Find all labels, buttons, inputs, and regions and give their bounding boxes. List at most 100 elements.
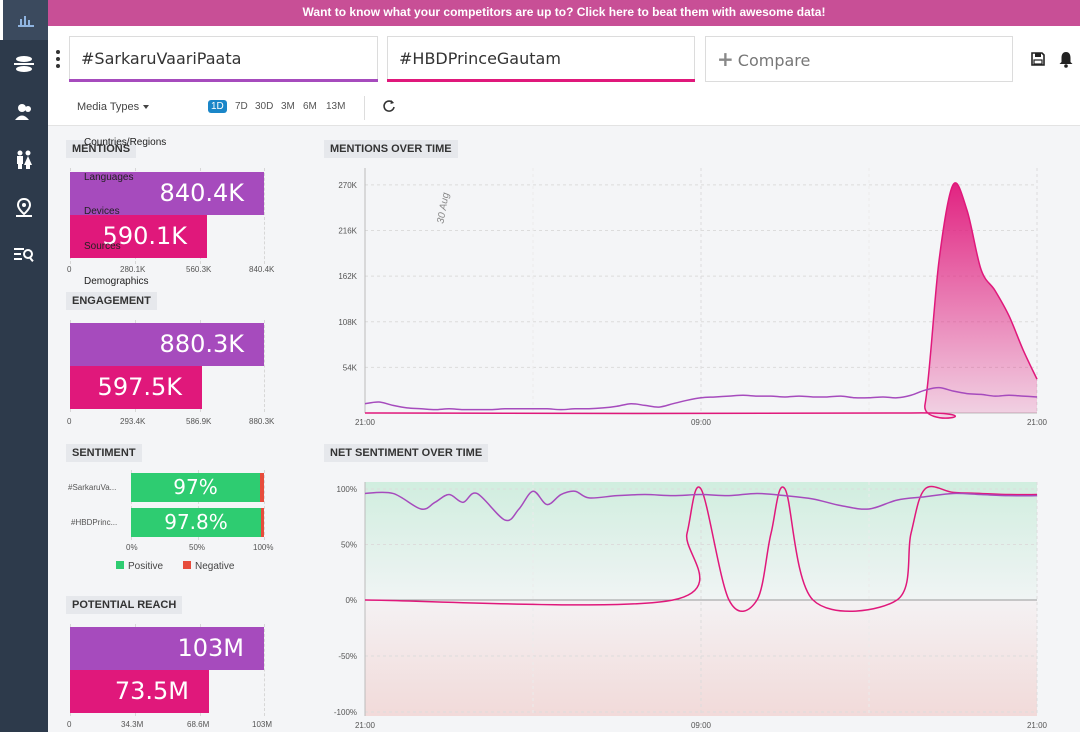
- mentions-time-x-tick: 09:00: [691, 418, 712, 427]
- sidebar: [0, 0, 48, 732]
- reach-axis-tick: 68.6M: [187, 720, 210, 729]
- sentiment-grid-line: [264, 470, 265, 540]
- range-13m-button[interactable]: 13M: [326, 101, 346, 112]
- media-types-dropdown[interactable]: Media Types: [77, 101, 150, 113]
- range-1d-button[interactable]: 1D: [208, 100, 227, 113]
- mentions-axis-tick: 0: [67, 265, 72, 274]
- sentiment-negative-bar-topic-1: [260, 473, 264, 502]
- filter-countries[interactable]: Countries/Regions: [84, 137, 167, 148]
- mentions-over-time-title: MENTIONS OVER TIME: [324, 140, 458, 158]
- sentiment-axis-tick: 0%: [126, 543, 138, 552]
- filter-sources[interactable]: Sources: [84, 241, 121, 252]
- demographics-icon[interactable]: [8, 144, 40, 176]
- sentiment-time-y-tick: 100%: [337, 485, 357, 494]
- range-30d-button[interactable]: 30D: [255, 101, 274, 112]
- engagement-axis-tick: 293.4K: [120, 417, 146, 426]
- mentions-time-y-tick: 270K: [338, 181, 357, 190]
- topic-1-input[interactable]: #SarkaruVaariPaata: [69, 36, 378, 82]
- sentiment-time-y-tick: -100%: [334, 708, 357, 717]
- filter-demographics[interactable]: Demographics: [84, 276, 149, 287]
- chevron-down-icon: [143, 105, 150, 110]
- mentions-title: MENTIONS: [66, 140, 137, 158]
- engagement-axis-tick: 880.3K: [249, 417, 275, 426]
- layers-icon[interactable]: [8, 48, 40, 80]
- sentiment-time-y-tick: 50%: [341, 541, 357, 550]
- mentions-line-topic-1: [364, 386, 1038, 411]
- sentiment-title: SENTIMENT: [66, 444, 142, 462]
- range-3m-button[interactable]: 3M: [281, 101, 295, 112]
- bell-icon[interactable]: [1058, 51, 1074, 73]
- sentiment-time-x-tick: 21:00: [355, 721, 376, 730]
- engagement-title: ENGAGEMENT: [66, 292, 157, 310]
- mentions-area-topic-2: [365, 182, 1037, 419]
- range-7d-button[interactable]: 7D: [235, 101, 248, 112]
- mentions-axis-tick: 840.4K: [249, 265, 275, 274]
- mentions-time-y-tick: 108K: [338, 318, 357, 327]
- toolbar-divider: [364, 96, 365, 120]
- negative-zone: [365, 600, 1037, 716]
- topic-2-label: #HBDPrinceGautam: [399, 49, 561, 68]
- mentions-bar-topic-2: 590.1K: [70, 215, 207, 258]
- mentions-axis-tick: 560.3K: [186, 265, 212, 274]
- mentions-axis-tick: 280.1K: [120, 265, 146, 274]
- filter-languages[interactable]: Languages: [84, 172, 134, 183]
- sentiment-time-y-tick: -50%: [338, 652, 357, 661]
- sentiment-time-y-tick: 0%: [345, 596, 357, 605]
- audience-icon[interactable]: [8, 96, 40, 128]
- topic-2-input[interactable]: #HBDPrinceGautam: [387, 36, 695, 82]
- sentiment-grid-line: [198, 470, 199, 540]
- sentiment-grid-line: [131, 470, 132, 540]
- reach-axis-tick: 0: [67, 720, 72, 729]
- reach-axis-tick: 103M: [252, 720, 273, 729]
- plus-icon: +: [717, 47, 734, 71]
- sentiment-axis-tick: 100%: [253, 543, 274, 552]
- mentions-time-y-tick: 162K: [338, 272, 357, 281]
- date-annotation: 30 Aug: [436, 191, 452, 224]
- mentions-time-x-tick: 21:00: [355, 418, 376, 427]
- legend-positive-label: Positive: [128, 561, 164, 572]
- engagement-axis-tick: 0: [67, 417, 72, 426]
- media-types-label: Media Types: [77, 101, 140, 113]
- bar-chart-icon[interactable]: [0, 0, 48, 40]
- legend-negative-label: Negative: [195, 561, 235, 572]
- engagement-bar-topic-2: 597.5K: [70, 366, 202, 409]
- mentions-time-x-tick: 21:00: [1027, 418, 1048, 427]
- range-6m-button[interactable]: 6M: [303, 101, 317, 112]
- refresh-icon[interactable]: [382, 99, 396, 116]
- promo-banner[interactable]: Want to know what your competitors are u…: [48, 0, 1080, 26]
- legend-negative-swatch: [183, 561, 191, 569]
- net-sentiment-over-time-title: NET SENTIMENT OVER TIME: [324, 444, 489, 462]
- mentions-time-y-tick: 216K: [338, 227, 357, 236]
- sentiment-row-label: #HBDPrinc...: [71, 518, 118, 527]
- topic-bar: #SarkaruVaariPaata #HBDPrinceGautam + Com…: [48, 26, 1080, 90]
- sentiment-time-x-tick: 09:00: [691, 721, 712, 730]
- legend-positive[interactable]: Positive: [116, 561, 163, 572]
- search-list-icon[interactable]: [8, 238, 40, 270]
- sentiment-line-topic-1: [364, 490, 1038, 522]
- positive-zone: [365, 482, 1037, 600]
- save-icon[interactable]: [1030, 51, 1046, 72]
- toolbar: Media Types 1D 7D 30D 3M 6M 13M: [48, 90, 1080, 126]
- sentiment-positive-bar-topic-2: 97.8%: [131, 508, 261, 537]
- engagement-bar-topic-1: 880.3K: [70, 323, 264, 366]
- mentions-grid-line: [264, 168, 265, 264]
- topic-1-color-bar: [69, 79, 378, 82]
- mentions-bar-topic-1: 840.4K: [70, 172, 264, 215]
- reach-grid-line: [264, 624, 265, 716]
- sentiment-axis-tick: 50%: [189, 543, 206, 552]
- compare-label: Compare: [737, 51, 811, 70]
- mentions-line-topic-2: [364, 182, 1038, 419]
- more-options-icon[interactable]: [56, 50, 62, 70]
- sentiment-line-topic-2: [364, 485, 1038, 612]
- engagement-grid-line: [264, 320, 265, 412]
- reach-axis-tick: 34.3M: [121, 720, 144, 729]
- sentiment-time-x-tick: 21:00: [1027, 721, 1048, 730]
- reach-bar-topic-2: 73.5M: [70, 670, 209, 713]
- location-icon[interactable]: [8, 192, 40, 224]
- engagement-axis-tick: 586.9K: [186, 417, 212, 426]
- topic-2-color-bar: [387, 79, 695, 82]
- compare-input[interactable]: + Compare: [705, 36, 1013, 82]
- filter-devices[interactable]: Devices: [84, 206, 120, 217]
- legend-negative[interactable]: Negative: [183, 561, 234, 572]
- sentiment-positive-bar-topic-1: 97%: [131, 473, 260, 502]
